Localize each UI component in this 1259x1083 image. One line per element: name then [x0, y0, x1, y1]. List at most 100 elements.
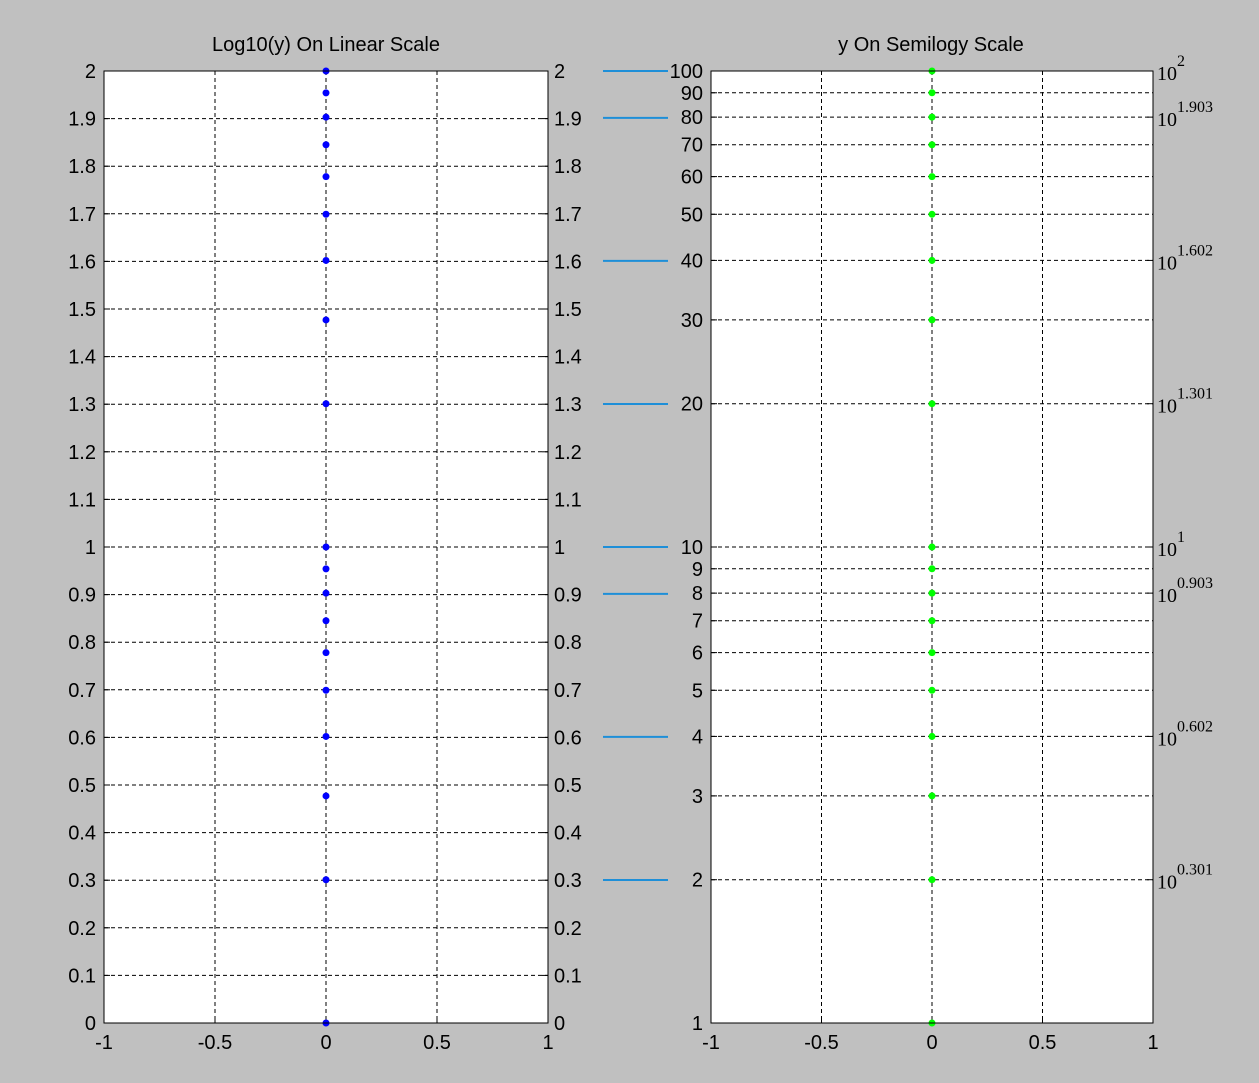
linear-data-point: [322, 543, 330, 551]
semilogy-axes-box: [710, 70, 1154, 1024]
semilogy-y-tick-label-left: 9: [692, 559, 703, 581]
semilogy-y-tick-label-left: 30: [681, 310, 703, 332]
linear-y-tick-label-right: 0: [554, 1013, 565, 1035]
linear-y-tick-label-right: 1.1: [554, 489, 582, 511]
semilogy-y-tick-label-right: 102: [1157, 53, 1185, 85]
linear-scale-panel: Log10(y) On Linear Scale -1 -0.5 0 0.5 1 0 0.…: [68, 34, 582, 1054]
linear-y-tick-label-left: 1.7: [68, 204, 96, 226]
linear-x-tick-label: -0.5: [198, 1032, 232, 1054]
semilogy-y-tick-label-left: 8: [692, 583, 703, 605]
linear-y-tick-label-left: 1.3: [68, 394, 96, 416]
semilogy-data-point: [928, 89, 936, 97]
tick-exponent-base: 10: [1157, 396, 1177, 418]
semilogy-y-tick-label-left: 60: [681, 167, 703, 189]
linear-y-ticks-left: 0 0.1 0.2 0.3 0.4 0.5 0.6 0.7 0.8 0.9 1 1.1 1.2 1.3 1.…: [68, 61, 110, 1035]
linear-y-tick-label-left: 0.6: [68, 727, 96, 749]
tick-exponent-base: 10: [1157, 109, 1177, 131]
semilogy-x-tick-label: 0.5: [1029, 1032, 1057, 1054]
semilogy-y-tick-label-right: 101.301: [1157, 386, 1213, 418]
semilogy-y-tick-label-right: 101.903: [1157, 99, 1213, 131]
linear-y-tick-label-right: 0.7: [554, 680, 582, 702]
semilogy-y-tick-label-left: 5: [692, 680, 703, 702]
linear-y-tick-label-right: 1.6: [554, 251, 582, 273]
tick-exponent: 1.602: [1177, 242, 1213, 259]
linear-y-tick-label-right: 0.3: [554, 870, 582, 892]
linear-data-point: [322, 141, 330, 149]
tick-exponent-base: 10: [1157, 585, 1177, 607]
semilogy-data-point: [928, 686, 936, 694]
tick-exponent-base: 10: [1157, 63, 1177, 85]
linear-y-tick-label-right: 1.4: [554, 347, 582, 369]
linear-data-point: [322, 617, 330, 625]
tick-exponent-base: 10: [1157, 872, 1177, 894]
semilogy-y-tick-label-left: 4: [692, 726, 703, 748]
linear-y-tick-label-right: 1.3: [554, 394, 582, 416]
semilogy-y-tick-label-right: 101: [1157, 529, 1185, 561]
linear-y-tick-label-right: 1: [554, 537, 565, 559]
linear-y-tick-label-left: 1.1: [68, 489, 96, 511]
linear-y-tick-label-right: 1.7: [554, 204, 582, 226]
linear-data-point: [322, 732, 330, 740]
semilogy-y-tick-label-right: 100.602: [1157, 718, 1213, 750]
tick-exponent: 1.903: [1177, 99, 1213, 116]
linear-y-tick-label-right: 1.5: [554, 299, 582, 321]
semilogy-data-point: [928, 732, 936, 740]
linear-y-tick-label-left: 0.4: [68, 823, 96, 845]
linear-chart-title: Log10(y) On Linear Scale: [212, 34, 440, 56]
linear-x-ticks: -1 -0.5 0 0.5 1: [95, 1017, 554, 1054]
linear-grid: [104, 71, 548, 1023]
semilogy-data-point: [928, 589, 936, 597]
linear-y-tick-label-right: 1.9: [554, 109, 582, 131]
tick-exponent: 0.602: [1177, 718, 1213, 735]
tick-exponent-base: 10: [1157, 539, 1177, 561]
semilogy-y-tick-label-left: 40: [681, 250, 703, 272]
linear-axes-box: [103, 70, 549, 1024]
semilogy-y-tick-label-left: 20: [681, 394, 703, 416]
linear-x-tick-label: 0.5: [423, 1032, 451, 1054]
semilogy-data-point: [928, 210, 936, 218]
semilogy-y-tick-label-left: 6: [692, 643, 703, 665]
semilogy-data-point: [928, 543, 936, 551]
tick-exponent: 1.301: [1177, 386, 1213, 403]
linear-data-points: [322, 67, 330, 1027]
semilogy-y-ticks-right: 100.301100.602100.903101101.301101.60210…: [1147, 53, 1213, 894]
linear-data-point: [322, 173, 330, 181]
semilogy-x-tick-label: 0: [926, 1032, 937, 1054]
semilogy-data-point: [928, 649, 936, 657]
semilogy-y-tick-label-right: 101.602: [1157, 242, 1213, 274]
semilogy-y-tick-label-left: 2: [692, 870, 703, 892]
linear-x-tick-label: 0: [320, 1032, 331, 1054]
linear-y-tick-label-left: 1.2: [68, 442, 96, 464]
linear-data-point: [322, 316, 330, 324]
linear-data-point: [322, 113, 330, 121]
linear-x-tick-label: 1: [542, 1032, 553, 1054]
linear-y-tick-label-right: 0.1: [554, 965, 582, 987]
semilogy-x-tick-label: -1: [702, 1032, 720, 1054]
linear-data-point: [322, 210, 330, 218]
semilogy-chart-title: y On Semilogy Scale: [838, 34, 1024, 56]
linear-y-tick-label-right: 2: [554, 61, 565, 83]
linear-y-tick-label-left: 1.4: [68, 347, 96, 369]
linear-y-tick-label-left: 0.3: [68, 870, 96, 892]
linear-y-tick-label-left: 0.5: [68, 775, 96, 797]
semilogy-data-point: [928, 876, 936, 884]
semilogy-x-tick-label: -0.5: [804, 1032, 838, 1054]
linear-y-tick-label-left: 0.7: [68, 680, 96, 702]
semilogy-y-tick-label-left: 1: [692, 1013, 703, 1035]
linear-y-tick-label-left: 1.8: [68, 156, 96, 178]
tick-exponent: 2: [1177, 53, 1185, 70]
linear-data-point: [322, 649, 330, 657]
linear-y-tick-label-left: 0.8: [68, 632, 96, 654]
linear-y-tick-label-left: 1.5: [68, 299, 96, 321]
linear-data-point: [322, 589, 330, 597]
linear-data-point: [322, 256, 330, 264]
linear-data-point: [322, 565, 330, 573]
tick-exponent: 1: [1177, 529, 1185, 546]
linear-data-point: [322, 792, 330, 800]
linear-y-tick-label-right: 0.5: [554, 775, 582, 797]
linear-y-tick-label-left: 0.2: [68, 918, 96, 940]
semilogy-y-tick-label-left: 3: [692, 786, 703, 808]
linear-y-tick-label-left: 1: [85, 537, 96, 559]
linear-y-tick-label-right: 0.9: [554, 585, 582, 607]
